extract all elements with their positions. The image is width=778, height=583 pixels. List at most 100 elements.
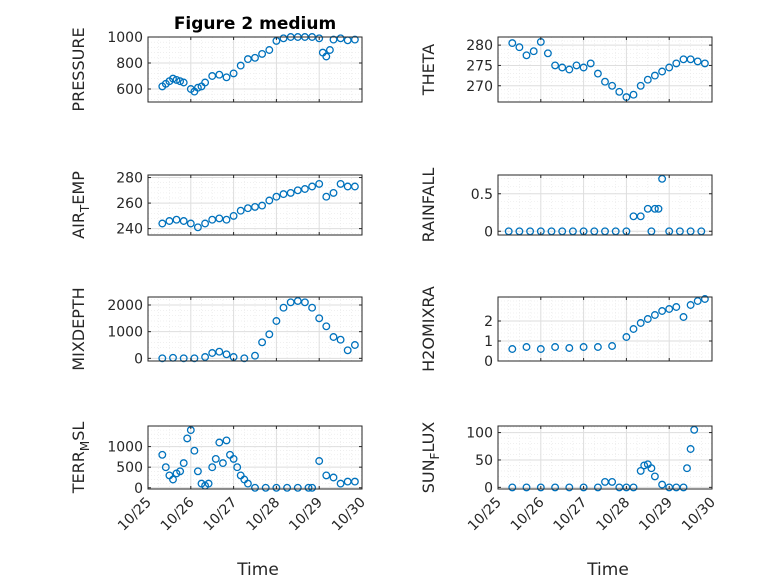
data-point [650, 311, 659, 319]
data-point [208, 215, 217, 224]
data-point [601, 77, 609, 86]
data-point [279, 303, 288, 312]
x-tick-label: 10/25 [465, 495, 505, 535]
axes-frame [147, 425, 363, 490]
data-point [229, 454, 238, 463]
data-point [272, 483, 281, 492]
data-point [551, 61, 560, 70]
axes-frame [497, 36, 713, 103]
data-point [183, 434, 192, 443]
data-point [543, 49, 552, 58]
data-point [193, 223, 202, 232]
data-point [629, 325, 638, 333]
data-point [243, 204, 252, 213]
data-point [350, 182, 359, 191]
data-point [229, 211, 238, 220]
y-tick-label: 0 [484, 224, 493, 240]
data-point [522, 483, 531, 492]
y-axis-label: PRESSURE [69, 27, 88, 111]
data-point [251, 351, 259, 360]
data-point [208, 349, 217, 357]
data-point [636, 319, 645, 327]
data-point [658, 480, 667, 489]
data-point [686, 55, 695, 64]
data-point [265, 46, 274, 54]
data-point [308, 182, 317, 191]
y-tick-label: 275 [466, 58, 493, 74]
data-point [608, 477, 617, 486]
y-axis-label: AIRTEMP [69, 171, 92, 239]
data-point [272, 317, 281, 325]
data-point [647, 464, 656, 473]
x-tick-label: 10/30 [329, 495, 369, 535]
data-point [258, 338, 267, 347]
y-tick-label: 240 [116, 222, 143, 238]
data-point [572, 61, 581, 70]
data-point [322, 322, 331, 331]
data-point [665, 305, 674, 313]
axes-background [498, 297, 712, 361]
y-tick-label: 1000 [107, 30, 143, 46]
y-tick-label: 260 [116, 196, 143, 212]
data-point [629, 483, 638, 492]
data-point [658, 67, 667, 76]
axes-frame [497, 174, 713, 236]
y-tick-label: 800 [116, 56, 143, 72]
data-point [329, 35, 338, 44]
data-point [672, 59, 681, 68]
data-point [193, 467, 202, 476]
data-point [593, 69, 602, 78]
data-point [258, 201, 267, 210]
data-point [700, 295, 709, 303]
data-point [551, 483, 560, 492]
x-tick-label: 10/26 [508, 494, 548, 534]
data-point [343, 346, 352, 355]
data-point [308, 303, 317, 312]
y-tick-label: 1000 [107, 325, 143, 341]
x-tick-label: 10/29 [286, 495, 326, 535]
data-point [622, 333, 631, 341]
y-tick-label: 0 [484, 480, 493, 496]
data-point [650, 472, 659, 481]
data-point [579, 63, 588, 72]
data-point [350, 341, 359, 349]
axes-frame [147, 36, 363, 103]
data-point [176, 77, 185, 86]
data-point [176, 467, 185, 476]
data-point [308, 483, 317, 492]
data-point [336, 479, 345, 488]
data-point [350, 477, 359, 486]
data-point [593, 343, 602, 351]
y-tick-label: 500 [116, 460, 143, 476]
data-point [161, 463, 170, 472]
data-point [293, 297, 302, 305]
data-point [665, 63, 674, 72]
data-point [251, 483, 259, 492]
data-point [222, 215, 231, 224]
data-point [683, 464, 691, 473]
data-point [243, 479, 252, 488]
y-tick-label: 0 [134, 481, 143, 497]
y-tick-label: 0.5 [471, 187, 493, 203]
data-point [229, 69, 238, 78]
data-point [565, 344, 574, 352]
data-point [322, 52, 331, 61]
y-axis-label: SUNFLUX [419, 422, 442, 494]
data-point [236, 61, 245, 70]
chart-title: Figure 2 medium [174, 14, 336, 34]
axes-frame [147, 174, 363, 236]
data-point [193, 83, 202, 92]
y-tick-label: 0 [484, 354, 493, 370]
data-point [179, 78, 188, 87]
y-tick-label: 100 [466, 426, 493, 442]
data-point [293, 483, 302, 492]
data-point [272, 192, 281, 201]
data-point [693, 57, 702, 66]
x-tick-label: 10/30 [679, 495, 719, 535]
x-tick-label: 10/29 [636, 495, 676, 535]
data-point [293, 186, 302, 195]
data-point [283, 483, 292, 492]
data-point [522, 343, 531, 351]
y-axis-label: MIXDEPTH [69, 287, 88, 370]
